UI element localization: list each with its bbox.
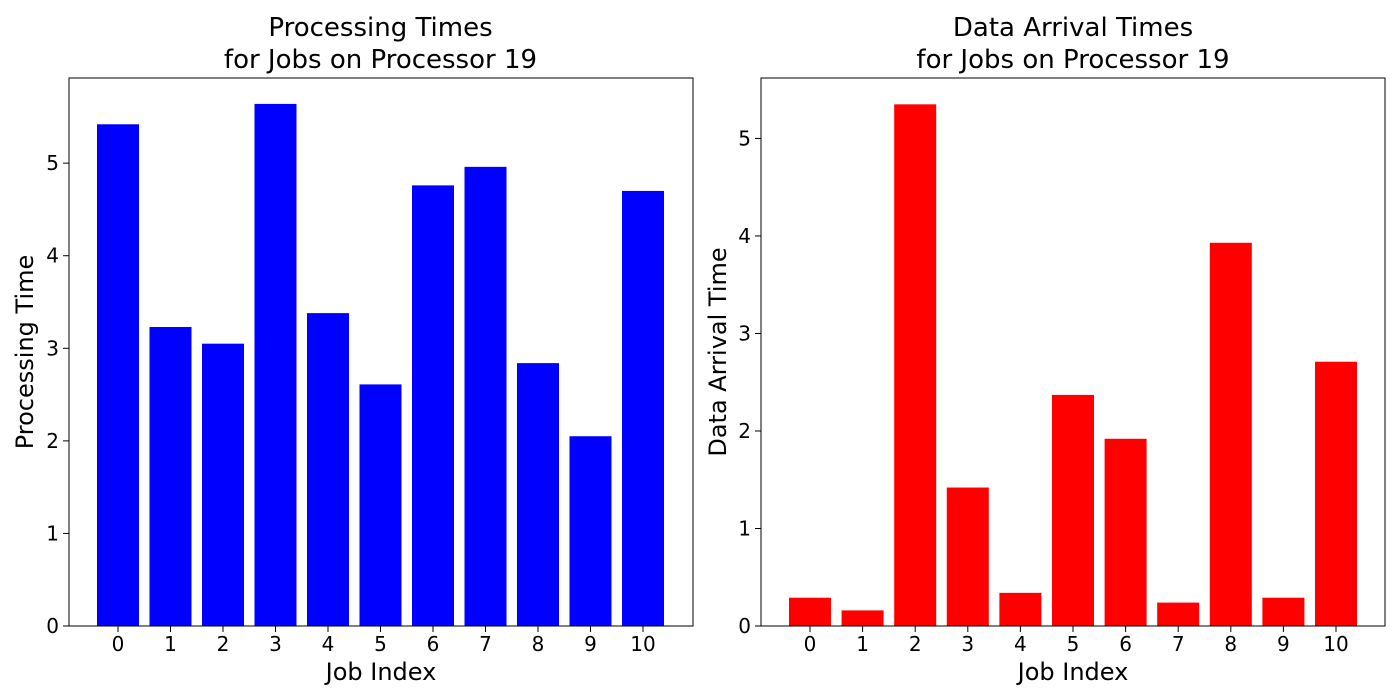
y-tick-label: 2 (738, 419, 751, 443)
y-tick-label: 3 (46, 336, 59, 360)
x-tick-label: 1 (856, 632, 869, 656)
bar-10 (622, 190, 664, 626)
chart-title-line1: Data Arrival Times (953, 13, 1193, 43)
x-tick-label: 2 (909, 632, 922, 656)
bar-8 (1209, 242, 1252, 627)
y-tick-label: 2 (46, 429, 59, 453)
x-tick-label: 0 (804, 632, 817, 656)
chart-title-line2: for Jobs on Processor 19 (916, 45, 1229, 75)
y-tick-label: 5 (46, 151, 59, 175)
y-tick-label: 5 (738, 126, 751, 150)
processing-times-chart: Processing Times for Jobs on Processor 1… (11, 13, 694, 686)
x-tick-label: 6 (1119, 632, 1132, 656)
x-axis-label: Job Index (1016, 658, 1129, 686)
x-axis-label: Job Index (324, 658, 437, 686)
x-tick-label: 9 (584, 632, 597, 656)
bar-6 (412, 185, 454, 626)
x-tick-label: 9 (1277, 632, 1290, 656)
bar-4 (307, 313, 349, 626)
y-axis-ticks: 0 1 2 3 4 5 (46, 151, 69, 638)
chart-title-line2: for Jobs on Processor 19 (224, 45, 537, 75)
bar-2 (894, 104, 937, 626)
bar-5 (1052, 394, 1094, 626)
y-tick-label: 0 (46, 614, 59, 638)
bar-6 (1104, 438, 1147, 626)
x-tick-label: 5 (1067, 632, 1080, 656)
x-tick-label: 8 (532, 632, 545, 656)
bar-7 (464, 166, 507, 627)
x-tick-label: 1 (164, 632, 177, 656)
bar-4 (999, 592, 1042, 626)
y-axis-ticks: 0 1 2 3 4 5 (738, 126, 761, 638)
y-tick-label: 3 (738, 321, 751, 345)
x-tick-label: 7 (479, 632, 492, 656)
bar-2 (202, 343, 244, 626)
x-tick-label: 8 (1224, 632, 1237, 656)
y-axis-label: Processing Time (11, 255, 39, 450)
x-tick-label: 0 (112, 632, 125, 656)
chart-title-line1: Processing Times (268, 13, 492, 43)
bar-5 (359, 384, 402, 626)
x-tick-label: 10 (630, 632, 655, 656)
y-axis-label: Data Arrival Time (704, 247, 732, 456)
x-axis-ticks: 0 1 2 3 4 5 6 7 8 9 10 (804, 626, 1349, 656)
bar-0 (789, 597, 831, 626)
bar-3 (946, 487, 989, 626)
bar-3 (254, 103, 297, 627)
y-tick-label: 1 (738, 516, 751, 540)
x-tick-label: 3 (269, 632, 282, 656)
x-tick-label: 7 (1172, 632, 1185, 656)
y-tick-label: 4 (738, 224, 751, 248)
x-axis-ticks: 0 1 2 3 4 5 6 7 8 9 10 (112, 626, 656, 656)
x-tick-label: 10 (1323, 632, 1348, 656)
bar-9 (569, 436, 612, 626)
bar-7 (1157, 602, 1200, 626)
bars (789, 104, 1357, 627)
x-tick-label: 4 (1014, 632, 1027, 656)
bars (97, 103, 664, 627)
data-arrival-times-chart: Data Arrival Times for Jobs on Processor… (704, 13, 1386, 686)
x-tick-label: 3 (961, 632, 974, 656)
bar-8 (517, 363, 559, 626)
bar-1 (841, 610, 884, 626)
bar-0 (97, 124, 139, 626)
y-tick-label: 0 (738, 614, 751, 638)
x-tick-label: 4 (322, 632, 335, 656)
bar-1 (149, 327, 192, 626)
y-tick-label: 1 (46, 521, 59, 545)
bar-10 (1315, 361, 1357, 626)
x-tick-label: 6 (427, 632, 440, 656)
y-tick-label: 4 (46, 244, 59, 268)
bar-9 (1262, 597, 1305, 626)
x-tick-label: 5 (374, 632, 387, 656)
x-tick-label: 2 (217, 632, 230, 656)
